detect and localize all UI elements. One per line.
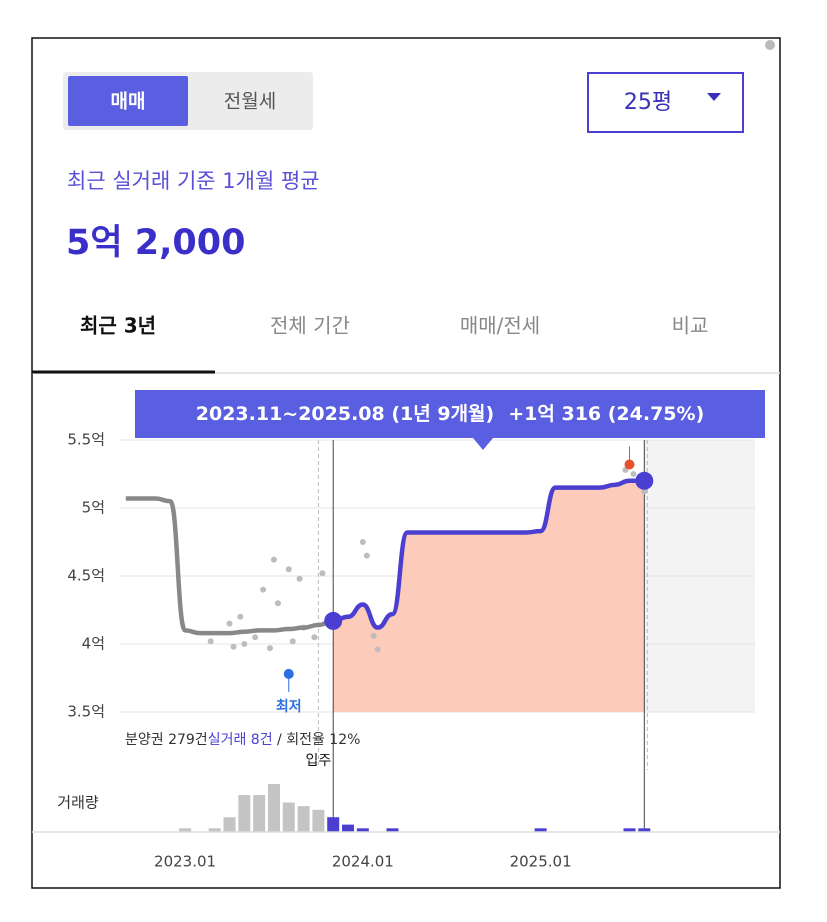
y-tick-label: 4.5억 [67, 567, 105, 585]
volume-bar [223, 817, 236, 832]
volume-bar [238, 795, 251, 832]
toggle-sale[interactable]: 매매 [111, 91, 146, 113]
volume-bar [342, 824, 355, 832]
summary-label: 최근 실거래 기준 1개월 평균 [67, 169, 320, 193]
y-tick-label: 3.5억 [67, 703, 105, 721]
volume-bar [534, 828, 547, 832]
trade-dot [260, 586, 267, 593]
note-turnover: / 회전율 12% [273, 732, 361, 748]
volume-bar [179, 828, 192, 832]
volume-bar [208, 828, 221, 832]
x-tick-label: 2025.01 [510, 853, 572, 871]
trade-dot [274, 600, 281, 607]
volume-bar [386, 828, 399, 832]
trade-dot [230, 643, 237, 650]
volume-bar [297, 806, 310, 832]
trade-dot [207, 638, 214, 645]
trade-dot [289, 638, 296, 645]
trade-dot [285, 566, 292, 573]
size-label[interactable]: 25평 [624, 90, 672, 115]
low-label: 최저 [276, 699, 302, 715]
size-dropdown[interactable] [587, 72, 744, 133]
volume-bar [267, 784, 280, 832]
price-line [125, 478, 645, 636]
y-tick-label: 5.5억 [67, 431, 105, 449]
dropdown-arrow [707, 93, 721, 101]
trade-dot [311, 634, 318, 641]
trade-dot [630, 471, 637, 477]
note-presale: 분양권 279건 [125, 732, 208, 748]
volume-bar [327, 817, 340, 832]
tab[interactable]: 전체 기간 [270, 314, 350, 338]
trade-dot [374, 646, 381, 653]
tab[interactable]: 최근 3년 [80, 314, 156, 338]
volume-label: 거래량 [57, 794, 99, 812]
y-tick-label: 5억 [82, 499, 105, 517]
volume-bar [638, 828, 651, 832]
y-tick-label: 4억 [82, 635, 105, 653]
trade-dot [237, 613, 244, 620]
highlight-area [333, 480, 645, 712]
x-tick-label: 2023.01 [154, 853, 216, 871]
summary-price: 5억 2,000 [66, 223, 245, 263]
scrollbar [765, 40, 775, 50]
volume-bar [623, 828, 636, 832]
volume-bar [282, 802, 295, 832]
trade-dot [241, 641, 248, 647]
volume-bar [253, 795, 266, 832]
tooltip-pointer [473, 438, 493, 450]
high-dot [624, 459, 635, 470]
tab[interactable]: 비교 [672, 314, 709, 338]
tooltip-change: +1억 316 (24.75%) [508, 403, 704, 425]
trade-dot [270, 556, 277, 563]
trade-dot [641, 488, 648, 495]
trade-dot [226, 620, 233, 627]
volume-bar [312, 809, 325, 832]
trade-dot [363, 552, 370, 559]
tooltip-text: 2023.11~2025.08 (1년 9개월) +1억 316 (24.75%) [196, 403, 705, 425]
trade-dot [266, 645, 273, 652]
toggle-active[interactable] [68, 76, 188, 126]
x-tick-label: 2024.01 [332, 853, 394, 871]
note: 분양권 279건실거래 8건 / 회전율 12% [125, 732, 360, 748]
range-start-dot [324, 611, 343, 630]
tooltip-box [135, 390, 765, 438]
trade-dot [370, 632, 377, 639]
trade-dot [359, 539, 366, 545]
move-in-label: 입주 [306, 753, 332, 769]
tooltip-period: 2023.11~2025.08 (1년 9개월) [196, 403, 494, 425]
trade-dot [319, 570, 326, 577]
toggle-rent[interactable]: 전월세 [224, 91, 276, 113]
note-trades: 실거래 8건 [208, 732, 273, 748]
range-end-dot [635, 471, 654, 490]
tab[interactable]: 매매/전세 [460, 314, 540, 338]
trade-dot [252, 634, 259, 641]
trade-dot [296, 575, 303, 582]
volume-bar [356, 828, 369, 832]
